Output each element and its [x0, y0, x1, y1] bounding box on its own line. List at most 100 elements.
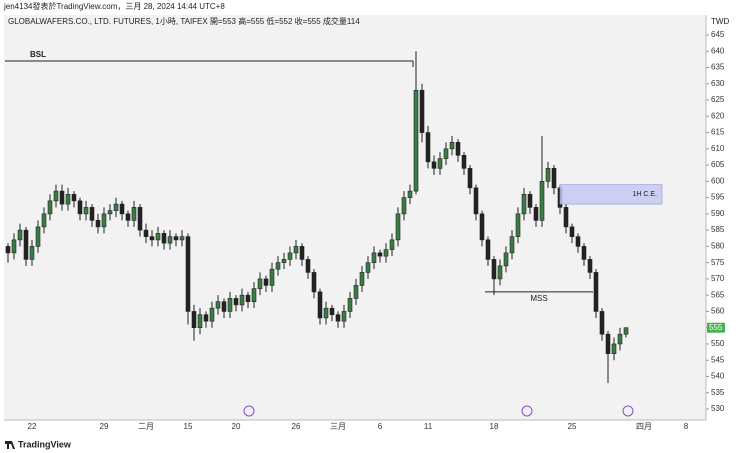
- candle-body: [17, 229, 23, 241]
- x-tick-label: 8: [684, 422, 689, 431]
- candle-body: [395, 213, 401, 241]
- candle-body: [497, 265, 503, 280]
- y-tick-label: 535: [711, 388, 725, 397]
- y-tick-label: 600: [711, 176, 725, 185]
- candle-body: [215, 301, 221, 309]
- x-tick-label: 20: [232, 422, 241, 431]
- candle-body: [149, 236, 155, 241]
- brand-name: TradingView: [18, 439, 72, 449]
- candle-body: [347, 298, 353, 312]
- candle-body: [443, 148, 449, 159]
- x-tick-label: 18: [490, 422, 499, 431]
- candle-body: [521, 194, 527, 215]
- x-tick-label: 26: [292, 422, 301, 431]
- currency-label: TWD: [711, 17, 729, 26]
- x-tick-label: 11: [424, 422, 433, 431]
- candle-body: [95, 220, 101, 228]
- event-icon[interactable]: [622, 405, 634, 417]
- candle-body: [551, 168, 557, 189]
- candle-body: [113, 203, 119, 211]
- candle-body: [143, 229, 149, 237]
- x-tick-label: 四月: [636, 422, 652, 431]
- candle-body: [389, 239, 395, 250]
- level-label: MSS: [530, 294, 547, 303]
- candle-body: [449, 142, 455, 150]
- candle-body: [83, 207, 89, 215]
- y-tick-label: 615: [711, 128, 725, 137]
- candle-body: [623, 327, 629, 335]
- x-tick-label: 15: [184, 422, 193, 431]
- candle-body: [575, 236, 581, 247]
- x-tick-label: 29: [100, 422, 109, 431]
- candle-body: [407, 190, 413, 198]
- candle-body: [461, 155, 467, 169]
- candle-body: [179, 236, 185, 241]
- candle-body: [5, 246, 11, 254]
- candle-body: [365, 262, 371, 273]
- y-tick-label: 610: [711, 144, 725, 153]
- x-tick-label: 22: [28, 422, 37, 431]
- candle-body: [587, 259, 593, 273]
- candle-body: [413, 89, 419, 192]
- candle-body: [293, 246, 299, 254]
- candle-body: [377, 252, 383, 257]
- candle-body: [353, 285, 359, 299]
- candle-body: [161, 233, 167, 244]
- candle-body: [359, 272, 365, 286]
- candle-body: [125, 213, 131, 221]
- candle-body: [47, 200, 53, 215]
- candle-body: [503, 252, 509, 267]
- y-tick-label: 640: [711, 46, 725, 55]
- candle-body: [269, 268, 275, 286]
- candle-body: [89, 207, 95, 221]
- candle-body: [275, 262, 281, 270]
- event-icon[interactable]: [521, 405, 533, 417]
- candle-body: [545, 168, 551, 182]
- candle-body: [23, 229, 29, 260]
- candle-body: [419, 89, 425, 133]
- y-tick-label: 545: [711, 355, 725, 364]
- candle-body: [203, 314, 209, 322]
- candle-body: [431, 161, 437, 169]
- event-icon[interactable]: [243, 405, 255, 417]
- y-tick-label: 570: [711, 274, 725, 283]
- candle-body: [563, 207, 569, 228]
- candle-body: [227, 298, 233, 312]
- candle-body: [611, 343, 617, 355]
- candle-body: [341, 311, 347, 322]
- candle-body: [527, 194, 533, 208]
- y-tick-label: 560: [711, 307, 725, 316]
- candle-body: [185, 236, 191, 312]
- y-tick-label: 590: [711, 209, 725, 218]
- candle-body: [155, 233, 161, 241]
- y-tick-label: 575: [711, 258, 725, 267]
- y-tick-label: 635: [711, 63, 725, 72]
- candle-body: [35, 226, 41, 247]
- candle-body: [251, 288, 257, 302]
- candle-body: [311, 272, 317, 293]
- y-tick-label: 625: [711, 95, 725, 104]
- candle-body: [71, 194, 77, 202]
- y-tick-label: 530: [711, 404, 725, 413]
- chart-title: jen4134發表於TradingView.com，三月 28, 2024 14…: [3, 1, 225, 11]
- last-price-label: 555: [709, 323, 723, 332]
- candle-body: [221, 301, 227, 312]
- candle-body: [467, 168, 473, 189]
- brand-logo: [5, 441, 15, 449]
- candle-body: [245, 294, 251, 302]
- level-label: BSL: [30, 50, 46, 59]
- candle-body: [239, 294, 245, 306]
- candle-body: [539, 181, 545, 221]
- candle-body: [437, 158, 443, 169]
- candle-body: [593, 272, 599, 312]
- candle-body: [101, 213, 107, 228]
- candle-body: [599, 311, 605, 335]
- candle-body: [473, 187, 479, 215]
- y-tick-label: 645: [711, 30, 725, 39]
- candle-body: [509, 236, 515, 254]
- candle-body: [617, 333, 623, 345]
- candle-body: [281, 259, 287, 263]
- candle-body: [569, 226, 575, 237]
- candle-body: [131, 207, 137, 221]
- event-icons: [243, 405, 634, 417]
